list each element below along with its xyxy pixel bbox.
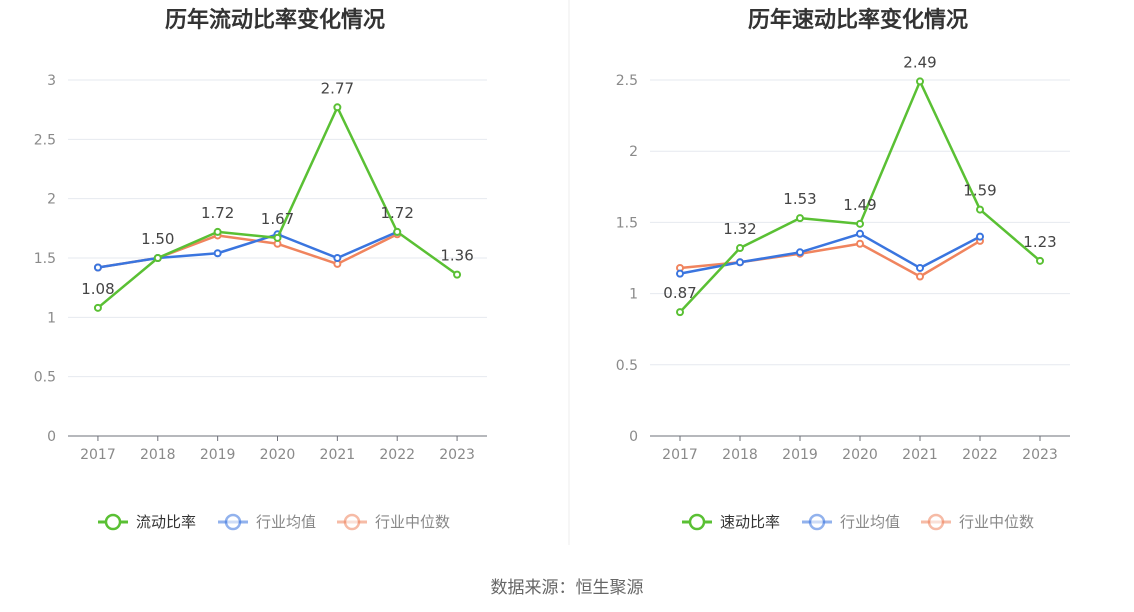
legend-label: 行业均值 [840, 513, 900, 531]
data-label: 1.59 [963, 182, 996, 200]
chart-1: 历年流动比率变化情况 0 0.5 1 1.5 2 2.5 3 2017 2018 2019 2020 2… [34, 7, 487, 531]
x-tick-label: 2017 [80, 447, 116, 463]
series-line [97, 230, 398, 269]
data-point [916, 263, 924, 272]
data-label: 1.53 [783, 190, 816, 208]
x-tick-label: 2022 [379, 447, 415, 463]
data-point [976, 232, 984, 241]
legend-marker-icon [224, 513, 242, 531]
data-point [1036, 256, 1044, 265]
legend-item: 速动比率 [682, 513, 780, 531]
data-point [916, 272, 924, 281]
data-point [393, 227, 402, 236]
x-tick-label: 2019 [200, 447, 236, 463]
data-point [856, 239, 864, 248]
legend-label: 流动比率 [136, 513, 196, 531]
x-tick-label: 2019 [782, 447, 818, 463]
data-point [676, 308, 684, 317]
data-label: 1.67 [261, 210, 294, 228]
x-tick-label: 2023 [1022, 447, 1058, 463]
data-label: 1.72 [201, 204, 234, 222]
data-point [273, 233, 282, 242]
x-tick-label: 2020 [842, 447, 878, 463]
legend-label: 行业中位数 [375, 513, 450, 531]
series-line [679, 239, 981, 278]
x-tick-label: 2022 [962, 447, 998, 463]
x-tick-label: 2018 [140, 447, 176, 463]
data-label: 1.32 [723, 220, 756, 238]
data-point [736, 258, 744, 267]
y-tick-label: 0.5 [616, 358, 638, 374]
x-tick-label: 2021 [902, 447, 938, 463]
data-point [333, 254, 342, 262]
data-point [213, 249, 222, 258]
y-tick-label: 0 [47, 429, 56, 445]
data-label: 1.36 [440, 247, 473, 265]
x-tick-label: 2020 [260, 447, 296, 463]
x-tick-label: 2018 [722, 447, 758, 463]
legend-label: 速动比率 [720, 513, 780, 531]
series-line [679, 232, 981, 275]
y-tick-label: 1 [629, 287, 638, 303]
legend-item: 行业均值 [218, 513, 316, 531]
y-tick-label: 2.5 [616, 73, 638, 89]
data-point [93, 303, 102, 312]
y-tick-label: 2.5 [34, 132, 56, 148]
data-label: 1.08 [81, 280, 114, 298]
x-tick-label: 2017 [662, 447, 698, 463]
data-point [93, 263, 102, 272]
y-tick-label: 2 [629, 144, 638, 160]
data-point [453, 270, 462, 279]
legend-item: 行业均值 [802, 513, 900, 531]
data-label: 2.49 [903, 53, 936, 71]
data-point [796, 214, 804, 223]
legend-marker-icon [343, 513, 361, 531]
data-point [856, 219, 864, 228]
data-point [213, 227, 222, 236]
data-label: 1.72 [381, 204, 414, 222]
legend-label: 行业均值 [256, 513, 316, 531]
y-tick-label: 1 [47, 310, 56, 326]
data-point [153, 254, 162, 262]
data-point [976, 205, 984, 214]
data-label: 2.77 [321, 79, 354, 97]
data-point [916, 77, 924, 86]
legend-marker-icon [927, 513, 945, 531]
y-tick-label: 2 [47, 192, 56, 208]
data-label: 1.50 [141, 230, 174, 248]
legend-label: 行业中位数 [959, 513, 1034, 531]
legend-marker-icon [688, 513, 706, 531]
legend-item: 行业中位数 [337, 513, 450, 531]
legend-item: 流动比率 [98, 513, 196, 531]
legend-marker-icon [808, 513, 826, 531]
data-point [333, 103, 342, 112]
y-tick-label: 3 [47, 73, 56, 89]
y-tick-label: 0.5 [34, 370, 56, 386]
legend-item: 行业中位数 [921, 513, 1034, 531]
x-tick-label: 2023 [439, 447, 475, 463]
chart-2: 历年速动比率变化情况 0 0.5 1 1.5 2 2.5 2017 2018 2019 2020 20… [616, 7, 1070, 531]
x-tick-label: 2021 [320, 447, 356, 463]
data-label: 1.23 [1023, 233, 1056, 251]
y-tick-label: 0 [629, 429, 638, 445]
legend-marker-icon [104, 513, 122, 531]
data-label: 0.87 [663, 284, 696, 302]
data-point [676, 269, 684, 278]
y-tick-label: 1.5 [34, 251, 56, 267]
data-point [736, 244, 744, 253]
chart-title: 历年速动比率变化情况 [748, 7, 968, 33]
y-tick-label: 1.5 [616, 215, 638, 231]
data-label: 1.49 [843, 196, 876, 214]
data-point [856, 229, 864, 238]
data-point [796, 248, 804, 257]
data-source: 数据来源：恒生聚源 [491, 578, 644, 598]
chart-title: 历年流动比率变化情况 [165, 7, 385, 33]
